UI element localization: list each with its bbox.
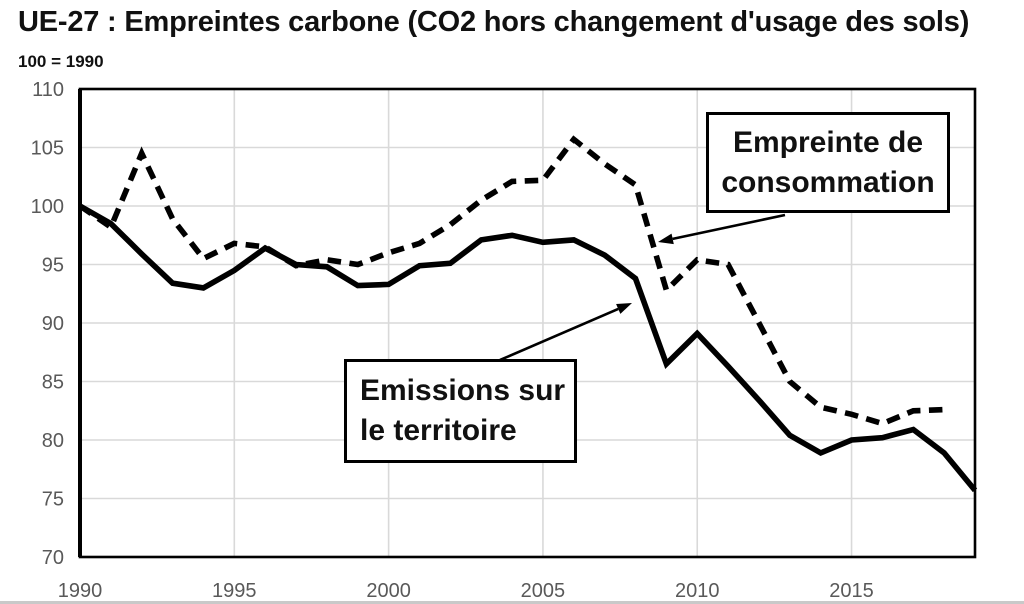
annotation-box-territory: Emissions sur le territoire xyxy=(344,359,577,463)
y-tick-label: 80 xyxy=(42,430,64,452)
x-tick-label: 1990 xyxy=(58,580,103,602)
consumption-line xyxy=(78,135,945,427)
y-tick-label: 95 xyxy=(42,255,64,277)
y-tick-label: 85 xyxy=(42,372,64,394)
x-tick-label: 2000 xyxy=(366,580,411,602)
annotation-box-consumption: Empreinte de consommation xyxy=(706,112,950,213)
territory-line xyxy=(78,203,978,493)
y-tick-label: 70 xyxy=(42,547,64,569)
annotation-consumption-label: Empreinte de consommation xyxy=(721,125,935,199)
chart-title: UE-27 : Empreintes carbone (CO2 hors cha… xyxy=(18,6,970,38)
annotation-arrowhead xyxy=(616,303,632,314)
chart-index-note: 100 = 1990 xyxy=(18,52,104,71)
annotation-arrow-line xyxy=(499,307,619,362)
x-tick-label: 2010 xyxy=(675,580,720,602)
y-tick-label: 90 xyxy=(42,313,64,335)
y-tick-label: 105 xyxy=(31,138,64,160)
y-tick-label: 100 xyxy=(31,196,64,218)
y-tick-label: 110 xyxy=(32,79,64,101)
bottom-edge-line xyxy=(0,601,1024,604)
x-tick-label: 2015 xyxy=(829,580,874,602)
x-tick-label: 1995 xyxy=(212,580,257,602)
annotation-arrowhead xyxy=(658,233,674,245)
annotation-arrow-line xyxy=(672,213,786,241)
y-tick-label: 75 xyxy=(42,489,64,511)
annotation-territory-label: Emissions sur le territoire xyxy=(360,374,566,447)
x-tick-label: 2005 xyxy=(521,580,566,602)
